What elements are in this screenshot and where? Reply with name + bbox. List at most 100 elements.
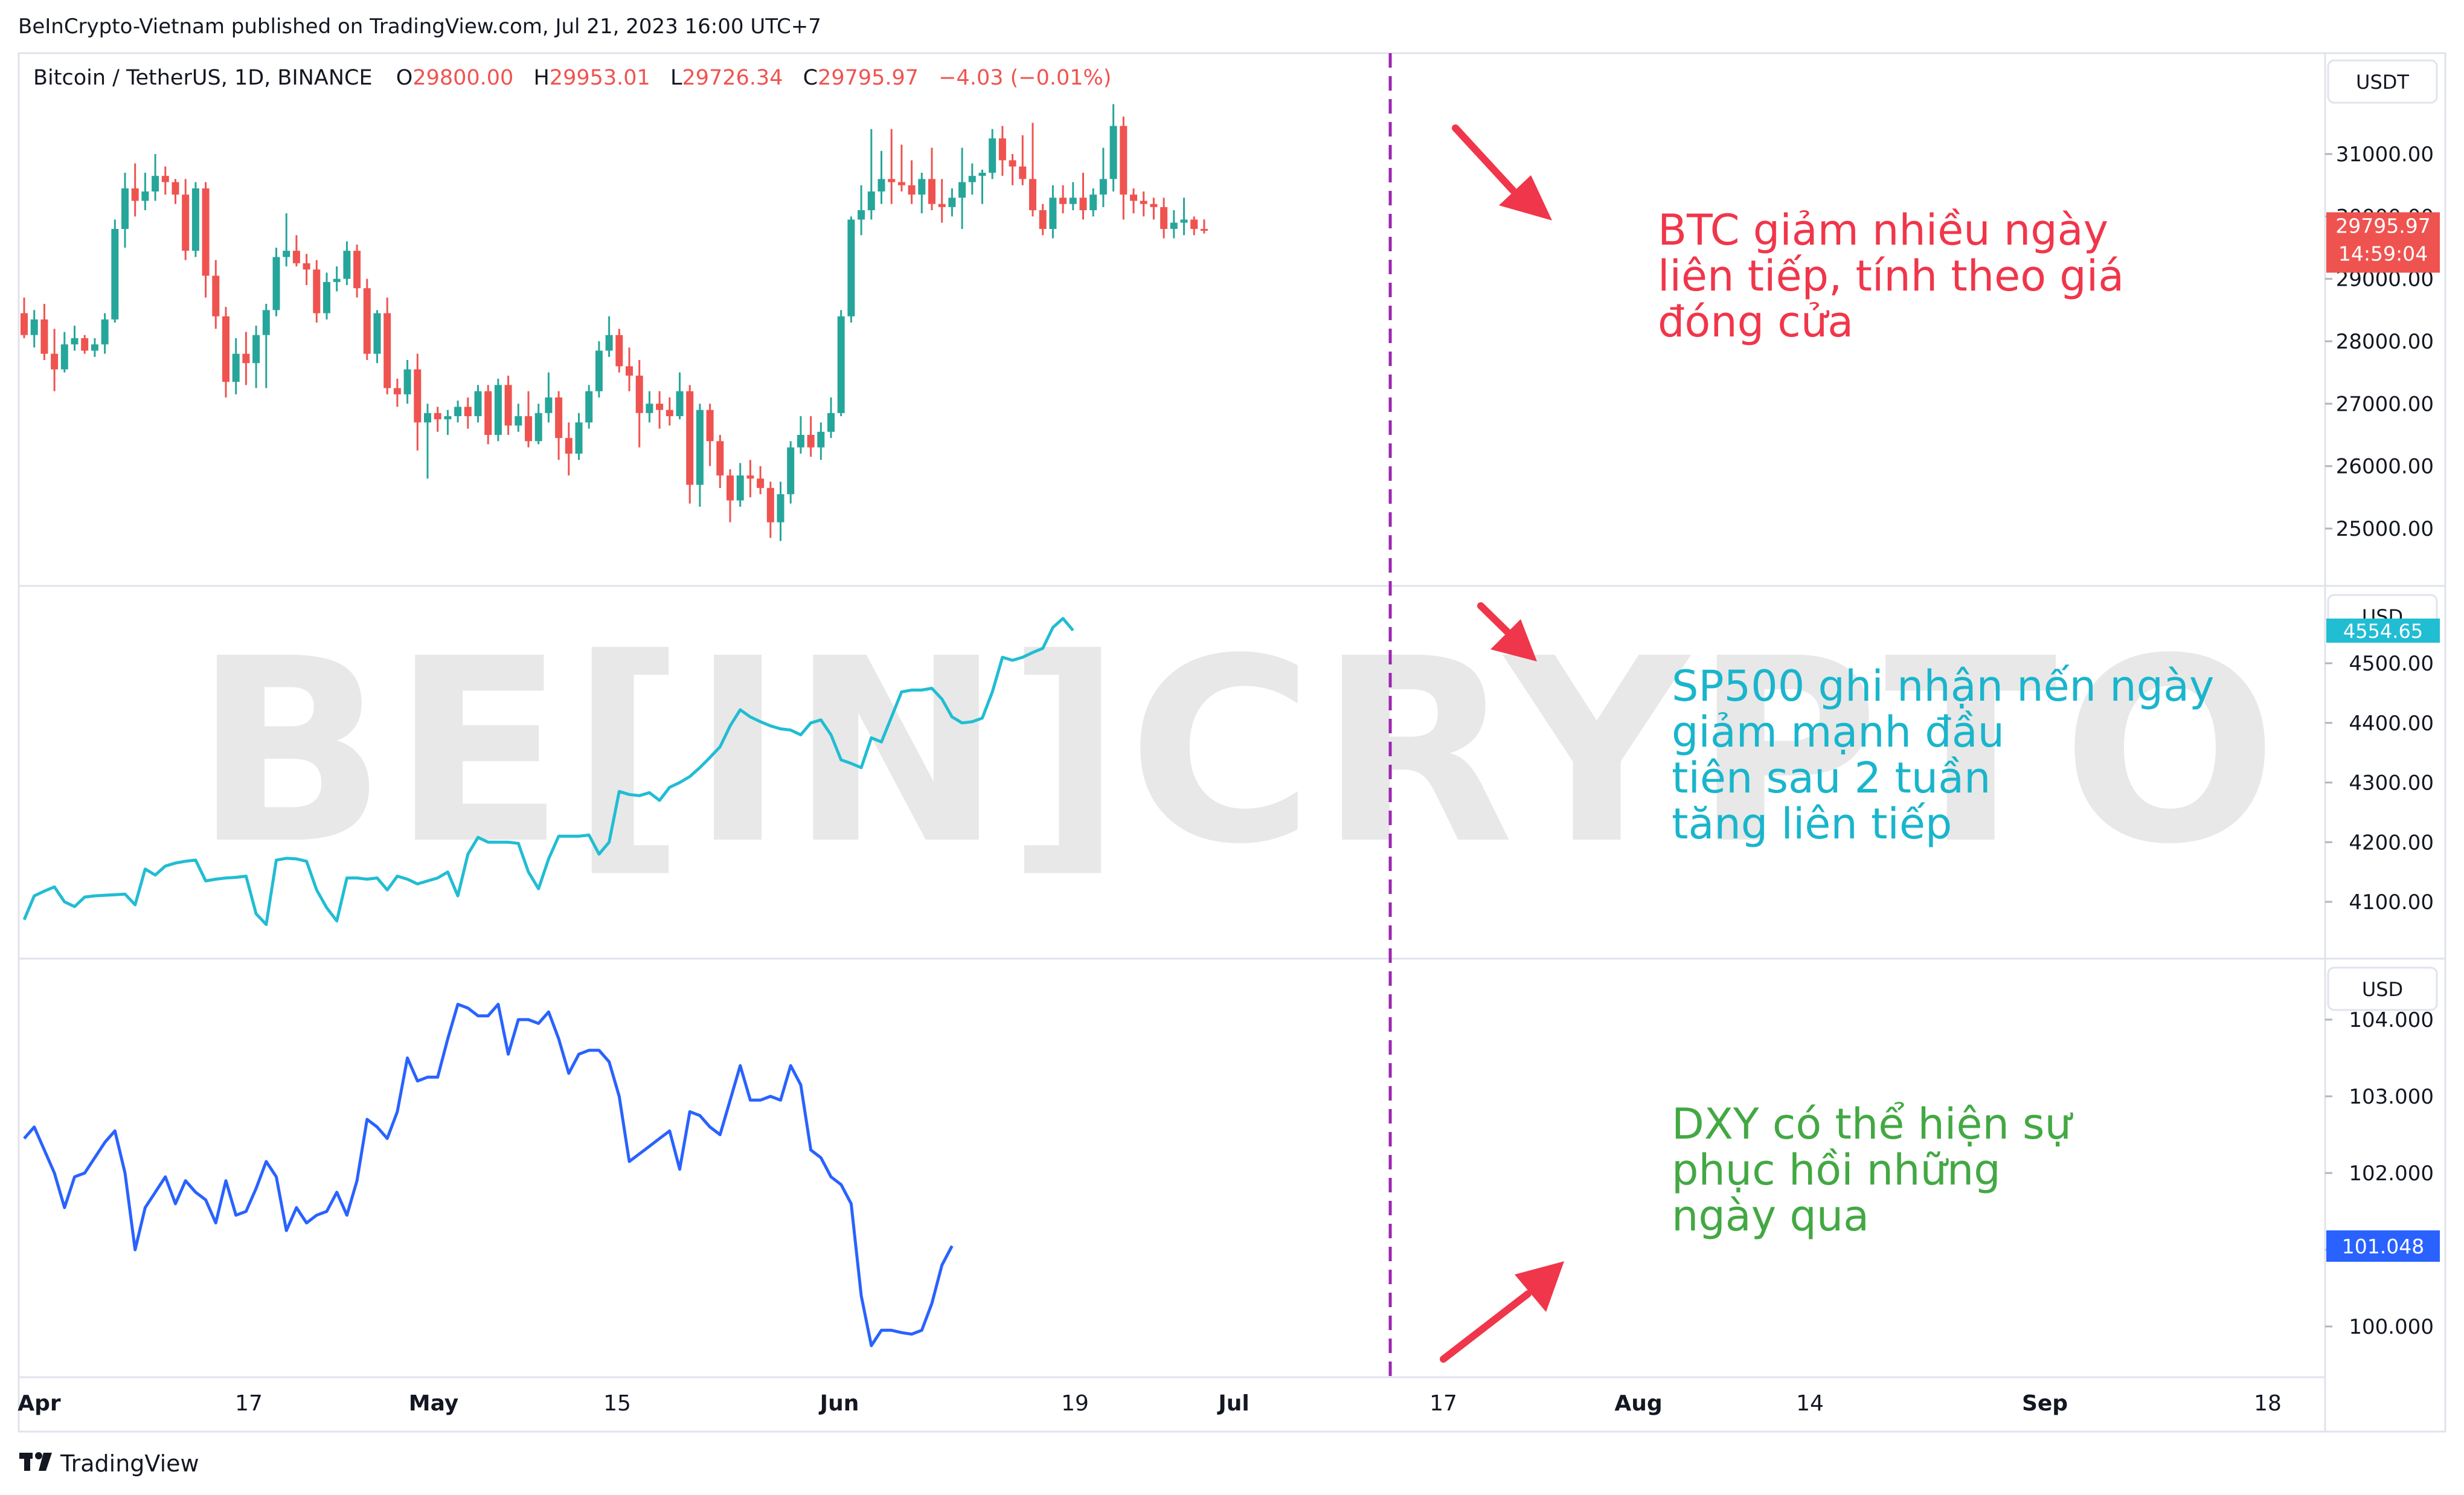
sp500-series [22,617,1074,926]
candle [454,400,462,423]
candle [1079,173,1087,220]
symbol-legend[interactable]: Bitcoin / TetherUS, 1D, BINANCE O29800.0… [33,66,1111,90]
candle [272,248,280,317]
currency-button-dxy[interactable]: USD [2327,966,2438,1011]
currency-button-btc[interactable]: USDT [2327,59,2438,104]
ohlc-high-label: H [533,66,549,90]
candle [858,185,865,236]
candle [141,173,149,210]
candle [1099,147,1107,207]
note-sp-line: tiên sau 2 tuần [1672,753,1991,803]
candle-body [928,179,935,204]
candle [817,422,825,460]
arrow-icon-dxy-up [1440,1261,1564,1363]
candle-body [222,316,229,382]
candle [646,391,653,423]
candle [333,266,341,292]
note-btc-line: BTC giảm nhiều ngày [1658,205,2108,255]
candle-body [635,375,643,413]
btc-note: BTC giảm nhiều ngày liên tiếp, tính theo … [1658,205,2124,347]
candle-body [71,338,79,345]
candle-body [1029,179,1036,210]
candle-body [847,219,855,317]
candle-body [1089,195,1097,210]
candle-body [1170,222,1178,229]
candle [323,272,330,320]
candle [504,375,512,435]
time-axis-label: 17 [1429,1391,1457,1416]
candle [494,379,502,442]
candle-body [60,344,68,370]
candle [343,241,351,285]
chart-frame [18,52,2446,1433]
candle-body [303,263,310,270]
candle-body [1039,210,1047,229]
candle [686,385,694,504]
candle [161,166,169,195]
candle-body [888,179,896,182]
tradingview-logo[interactable]: TradingView [19,1450,199,1477]
candle-body [656,403,664,410]
currency-label-dxy: USD [2362,978,2403,1001]
candle-body [403,369,411,394]
candle-body [989,138,996,173]
tradingview-brand: TradingView [60,1450,199,1477]
sp500-last-price-box [2326,619,2440,643]
candle-body [787,447,795,495]
candle [353,244,361,298]
candle [121,173,129,248]
btc-price-tick-label: 27000.00 [2336,392,2434,416]
ohlc-close-label: C [803,66,818,90]
candle [283,213,290,266]
candle [252,326,260,388]
candle [403,360,411,404]
candle-body [605,335,613,351]
candle-body [1079,198,1087,210]
candle-body [525,416,532,442]
candle [1019,135,1027,185]
candle [414,353,422,451]
candle [232,338,240,394]
price-scales: 31000.0030000.0029000.0028000.0027000.00… [2325,143,2440,1339]
candle-body [30,319,38,335]
candle-body [494,385,502,435]
btc-last-price-box [2326,212,2440,273]
time-axis-label: 18 [2254,1391,2282,1416]
candle [948,188,956,217]
candle [918,173,926,214]
candle-body [414,369,422,423]
candle [938,179,946,223]
candle [1160,198,1168,239]
time-axis-label: 19 [1061,1391,1089,1416]
time-axis-label: Jun [818,1391,859,1416]
candle-body [918,179,926,195]
sp500-price-tick-label: 4500.00 [2349,652,2434,676]
candle [525,391,532,448]
candle [172,179,179,204]
candle-body [877,179,885,191]
candle-body [595,350,603,391]
candle-body [333,278,341,282]
candle-body [1120,126,1128,195]
candle-body [1150,204,1158,207]
candle [1130,188,1137,214]
candle-body [867,191,875,210]
candle-body [858,210,865,220]
candle-body [383,313,391,388]
time-axis-label: Aug [1614,1391,1662,1416]
candle [262,304,270,388]
candle [827,397,835,439]
ohlc-low-label: L [670,66,682,90]
sp500-line [22,617,1074,926]
candle [515,403,522,432]
time-axis-label: Jul [1216,1391,1249,1416]
candle-body [948,198,956,207]
candle-body [152,176,159,191]
candle [605,316,613,357]
candle [777,481,784,541]
candle [152,154,159,201]
candle [222,307,229,397]
candle [978,169,986,204]
candle [1120,117,1128,220]
